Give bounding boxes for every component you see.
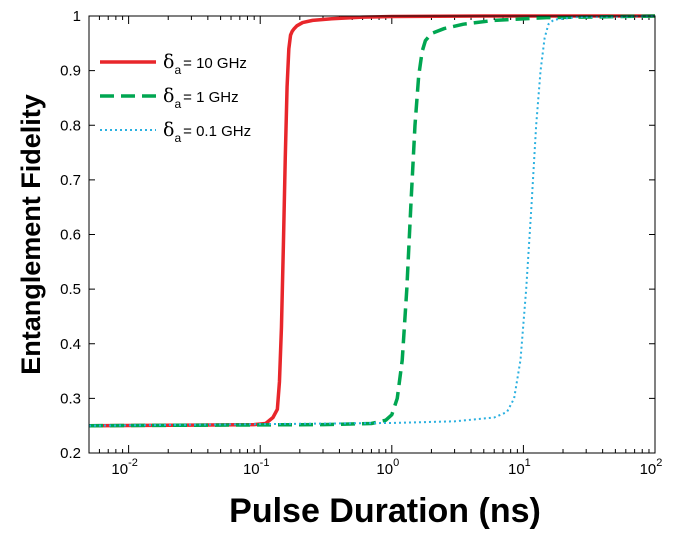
legend-symbol: δ [163,119,174,141]
legend-subscript: a [174,131,181,145]
y-tick-label: 0.9 [60,63,81,80]
legend-entry-2: δa = 0.1 GHz [163,119,251,145]
x-tick-exponent: -2 [128,457,138,469]
y-tick-label: 0.7 [60,172,81,189]
y-tick-label: 0.2 [60,445,81,462]
x-axis-title: Pulse Duration (ns) [229,492,541,530]
y-tick-label: 0.6 [60,227,81,244]
legend-label: = 1 GHz [183,89,238,106]
x-tick-base: 10 [111,461,128,478]
y-axis-ticks: 0.2 0.3 0.4 0.5 0.6 0.7 0.8 0.9 1 [60,8,655,462]
y-tick-label: 1 [73,8,81,25]
legend-subscript: a [174,97,181,111]
y-tick-label: 0.3 [60,390,81,407]
y-tick-label: 0.4 [60,336,81,353]
x-tick-base: 10 [243,461,260,478]
x-tick-exponent: 0 [393,457,399,469]
series-line-1 [88,14,656,428]
x-tick-exponent: -1 [260,457,270,469]
y-axis-title: Entanglement Fidelity [16,94,46,375]
x-tick-exponent: 1 [525,457,531,469]
y-tick-label: 0.8 [60,117,81,134]
x-tick-label: 102 [640,457,663,478]
legend-entry-1: δa = 1 GHz [163,85,239,111]
x-axis-ticks: 10-2 10-1 100 101 102 [98,16,663,478]
legend-symbol: δ [163,85,174,107]
series-line-0 [88,14,655,428]
x-tick-exponent: 2 [656,457,662,469]
x-tick-label: 101 [508,457,531,478]
legend-label: = 10 GHz [183,55,247,72]
x-tick-base: 10 [376,461,393,478]
x-tick-label: 100 [376,457,399,478]
series-layer [88,14,656,428]
legend-label: = 0.1 GHz [183,123,251,140]
plot-frame [88,15,656,454]
y-tick-label: 0.5 [60,281,81,298]
legend-entry-0: δa = 10 GHz [163,51,247,77]
series-line-2 [88,15,656,427]
x-tick-base: 10 [508,461,525,478]
x-tick-label: 10-2 [111,457,137,478]
x-tick-base: 10 [640,461,657,478]
legend-subscript: a [174,63,181,77]
x-tick-label: 10-1 [243,457,269,478]
legend-symbol: δ [163,51,174,73]
